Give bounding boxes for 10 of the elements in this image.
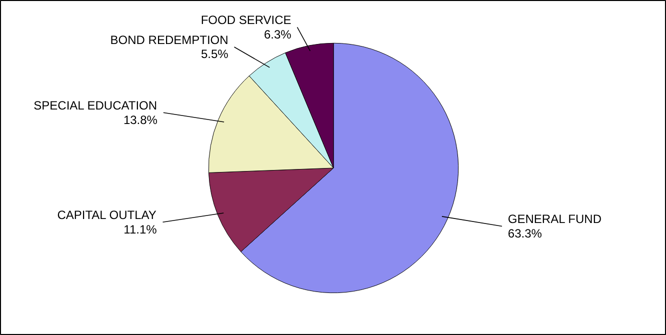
- data-label: 6.3%: [264, 27, 292, 42]
- slice-label: CAPITAL OUTLAY: [57, 208, 156, 222]
- slice-label: SPECIAL EDUCATION: [34, 98, 158, 112]
- slice-label: GENERAL FUND: [508, 212, 602, 226]
- data-label: 63.3%: [508, 226, 542, 240]
- slice-label: FOOD SERVICE: [200, 13, 292, 28]
- slice-label: BOND REDEMPTION: [110, 32, 228, 47]
- data-label: 11.1%: [124, 222, 158, 236]
- data-label: 5.5%: [200, 47, 229, 62]
- data-label: 13.8%: [123, 112, 158, 127]
